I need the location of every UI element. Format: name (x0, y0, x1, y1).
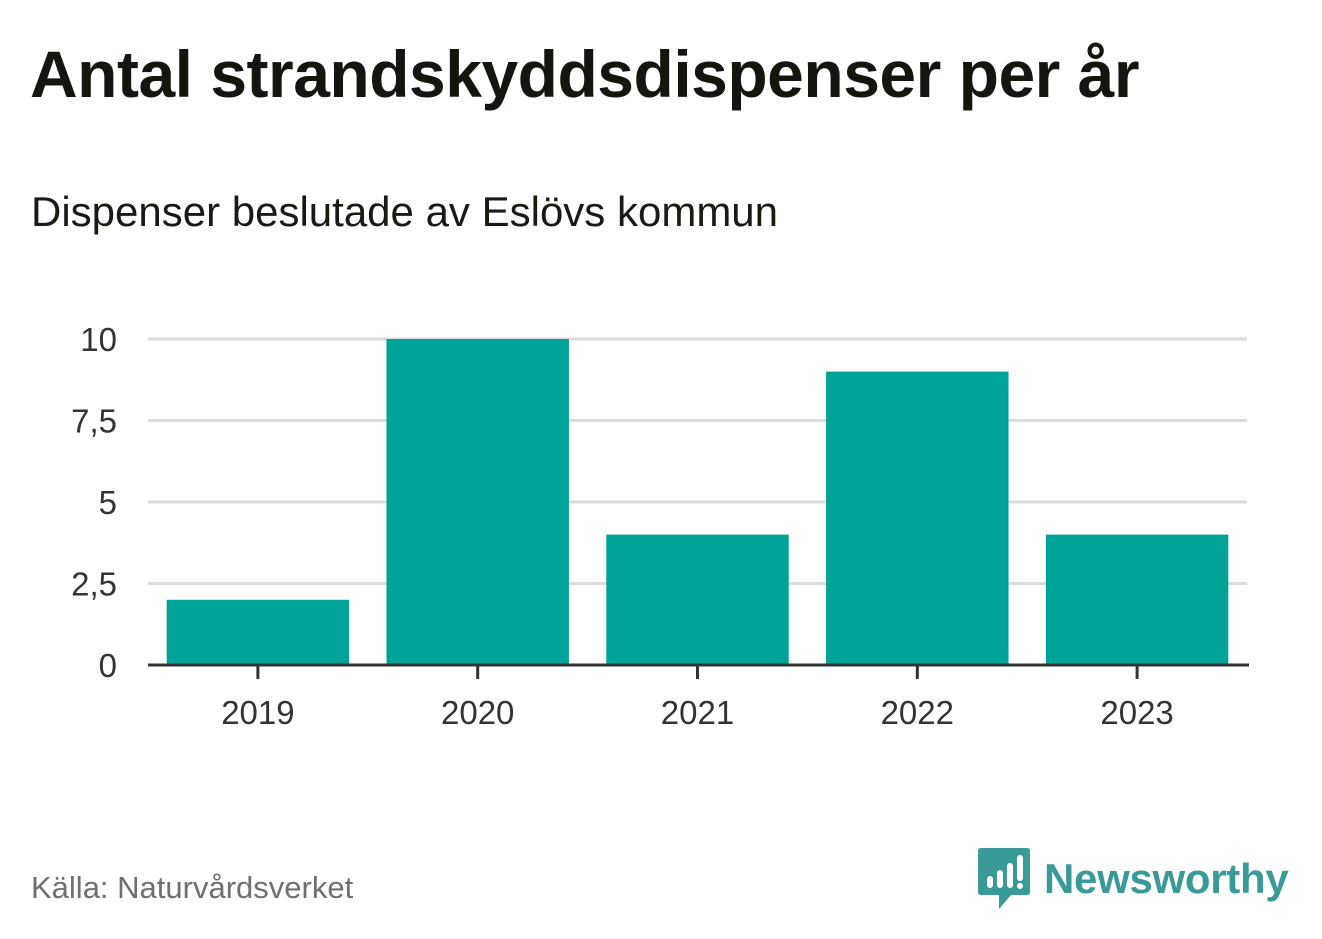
x-tick-label: 2023 (1100, 694, 1173, 731)
source-note: Källa: Naturvårdsverket (31, 870, 354, 905)
chart-subtitle: Dispenser beslutade av Eslövs kommun (31, 188, 779, 235)
x-tick-label: 2019 (221, 694, 294, 731)
axes: 0 2,5 5 7,5 10 2019 2020 2021 2022 2023 (71, 321, 1249, 731)
bar (606, 534, 789, 665)
y-tick-label: 0 (99, 647, 117, 684)
x-tick-label: 2022 (881, 694, 954, 731)
bar (166, 599, 350, 665)
x-tick-label: 2020 (441, 694, 514, 731)
brand-name: Newsworthy (1044, 855, 1289, 902)
bar (826, 371, 1009, 665)
y-tick-label: 7,5 (71, 403, 117, 440)
brand-logo: Newsworthy (978, 847, 1289, 911)
y-tick-label: 2,5 (71, 566, 117, 603)
y-tick-label: 5 (99, 484, 117, 521)
chart-title: Antal strandskyddsdispenser per år (30, 37, 1140, 111)
newsworthy-chat-bars-icon (978, 848, 1030, 909)
y-tick-label: 10 (80, 321, 117, 358)
bars (166, 339, 1229, 665)
x-tick-label: 2021 (661, 694, 734, 731)
bar (386, 339, 569, 665)
bar (1045, 534, 1229, 665)
